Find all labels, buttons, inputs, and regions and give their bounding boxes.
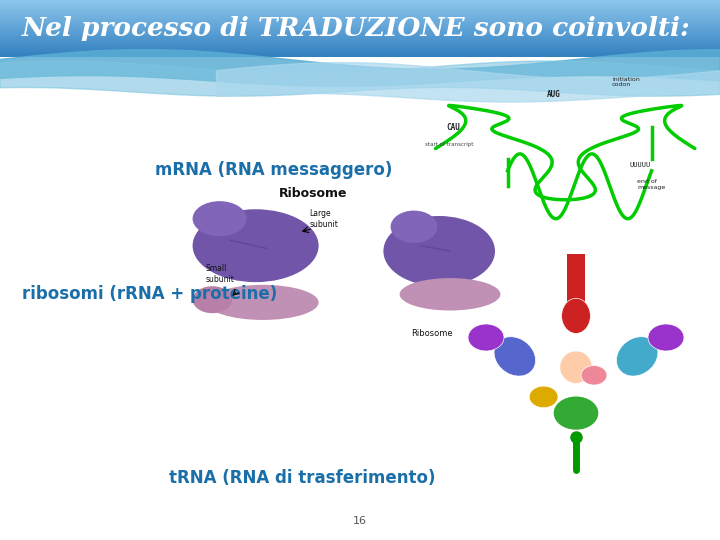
Bar <box>0 18 720 19</box>
Bar <box>0 52 720 53</box>
Bar <box>0 40 720 41</box>
Bar <box>0 31 720 32</box>
Bar <box>0 37 720 38</box>
Bar <box>0 15 720 16</box>
Bar <box>0 12 720 13</box>
Ellipse shape <box>616 337 658 376</box>
Ellipse shape <box>390 211 437 243</box>
Bar <box>0 45 720 46</box>
Circle shape <box>581 366 607 385</box>
Text: AUG: AUG <box>547 90 561 99</box>
Bar <box>0 46 720 47</box>
Bar <box>567 254 585 302</box>
Ellipse shape <box>494 337 536 376</box>
Ellipse shape <box>192 286 232 313</box>
Bar <box>0 35 720 36</box>
Bar <box>0 1 720 2</box>
Bar <box>0 23 720 24</box>
Bar <box>0 32 720 33</box>
Text: Ribosome: Ribosome <box>279 187 348 200</box>
Bar <box>0 44 720 45</box>
Bar <box>0 9 720 10</box>
Text: Ribosome: Ribosome <box>411 329 453 338</box>
Bar <box>0 28 720 29</box>
Bar <box>0 34 720 35</box>
Bar <box>0 14 720 15</box>
Bar <box>0 8 720 9</box>
Bar <box>0 41 720 42</box>
Circle shape <box>553 396 599 430</box>
Ellipse shape <box>193 209 318 282</box>
Bar <box>0 38 720 39</box>
Bar <box>0 13 720 14</box>
Text: CAU: CAU <box>446 123 460 132</box>
Text: initiation
codon: initiation codon <box>612 77 640 87</box>
Circle shape <box>529 386 558 408</box>
Bar <box>0 55 720 56</box>
Bar <box>0 20 720 21</box>
Bar <box>0 24 720 25</box>
Bar <box>0 53 720 54</box>
Text: 16: 16 <box>353 516 367 526</box>
Bar <box>0 50 720 51</box>
Text: Large
subunit: Large subunit <box>310 210 338 229</box>
Bar <box>0 0 720 57</box>
Bar <box>0 6 720 7</box>
Bar <box>0 26 720 27</box>
Ellipse shape <box>383 216 495 286</box>
Bar <box>0 54 720 55</box>
Bar <box>0 17 720 18</box>
Text: start of transcript: start of transcript <box>425 142 473 147</box>
Bar <box>0 42 720 43</box>
Bar <box>0 10 720 11</box>
Bar <box>0 39 720 40</box>
Bar <box>0 43 720 44</box>
Bar <box>0 56 720 57</box>
Bar <box>0 51 720 52</box>
Bar <box>0 36 720 37</box>
Text: end of
message: end of message <box>637 179 665 190</box>
Circle shape <box>468 324 504 351</box>
Bar <box>0 29 720 30</box>
Text: mRNA (RNA messaggero): mRNA (RNA messaggero) <box>155 161 392 179</box>
Text: Nel processo di TRADUZIONE sono coinvolti:: Nel processo di TRADUZIONE sono coinvolt… <box>22 16 690 41</box>
Bar <box>0 22 720 23</box>
Text: UUUUU: UUUUU <box>630 163 652 168</box>
Bar <box>0 25 720 26</box>
Bar <box>0 48 720 49</box>
Bar <box>0 47 720 48</box>
Bar <box>0 49 720 50</box>
Text: ribosomi (rRNA + proteine): ribosomi (rRNA + proteine) <box>22 285 277 303</box>
Bar <box>0 2 720 3</box>
Bar <box>0 33 720 34</box>
Ellipse shape <box>562 298 590 333</box>
Bar <box>0 16 720 17</box>
Bar <box>0 3 720 4</box>
Bar <box>0 11 720 12</box>
Bar <box>0 27 720 28</box>
Ellipse shape <box>400 278 500 310</box>
Ellipse shape <box>193 201 246 237</box>
Ellipse shape <box>560 351 593 383</box>
Bar <box>0 0 720 1</box>
Circle shape <box>648 324 684 351</box>
Text: tRNA (RNA di trasferimento): tRNA (RNA di trasferimento) <box>169 469 436 487</box>
Bar <box>0 30 720 31</box>
Bar <box>0 7 720 8</box>
Bar <box>0 19 720 20</box>
Text: Small
subunit: Small subunit <box>205 265 234 284</box>
Bar <box>0 4 720 5</box>
Bar <box>0 21 720 22</box>
Bar <box>0 5 720 6</box>
Ellipse shape <box>207 285 319 320</box>
